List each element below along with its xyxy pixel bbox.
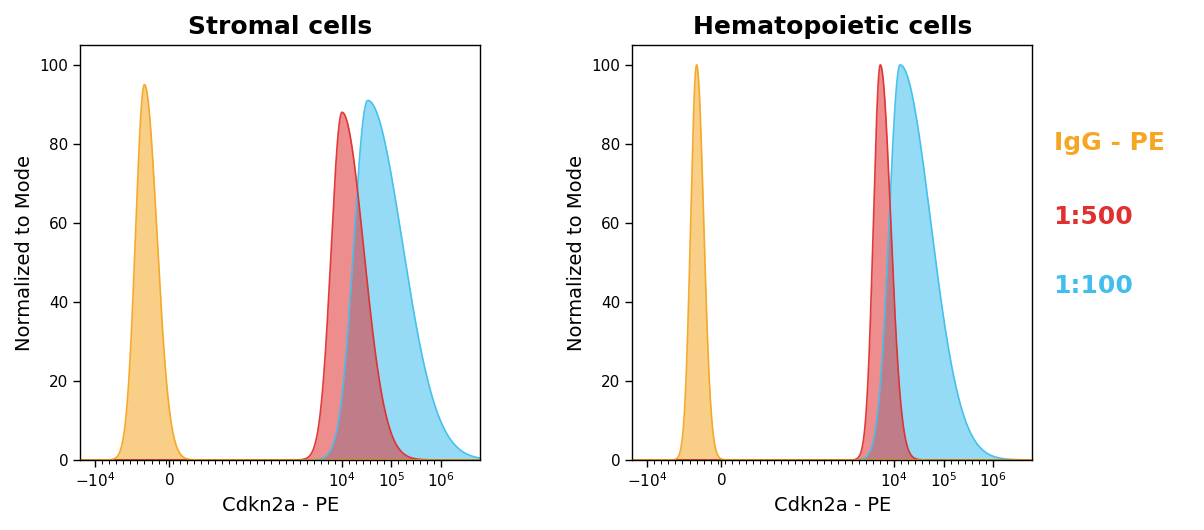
Y-axis label: Normalized to Mode: Normalized to Mode [567,155,586,350]
Y-axis label: Normalized to Mode: Normalized to Mode [14,155,34,350]
Text: 1:500: 1:500 [1054,205,1133,229]
Title: Hematopoietic cells: Hematopoietic cells [692,15,972,39]
Text: 1:100: 1:100 [1054,274,1133,298]
X-axis label: Cdkn2a - PE: Cdkn2a - PE [222,496,338,515]
X-axis label: Cdkn2a - PE: Cdkn2a - PE [774,496,891,515]
Text: IgG - PE: IgG - PE [1054,131,1164,155]
Title: Stromal cells: Stromal cells [188,15,372,39]
